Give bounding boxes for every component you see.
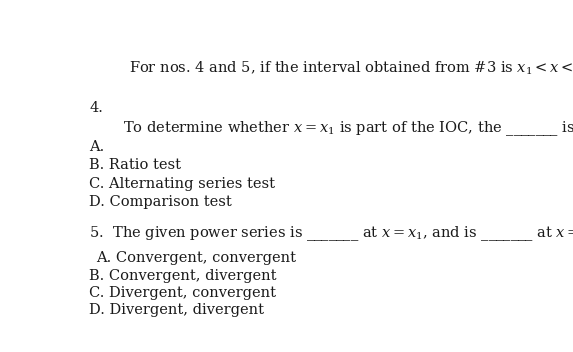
Text: A.: A. — [89, 140, 105, 154]
Text: C. Alternating series test: C. Alternating series test — [89, 177, 276, 191]
Text: C. Divergent, convergent: C. Divergent, convergent — [89, 285, 276, 300]
Text: For nos. 4 and 5, if the interval obtained from #3 is $x_1 < x < x_2$,: For nos. 4 and 5, if the interval obtain… — [129, 60, 573, 77]
Text: To determine whether $x = x_1$ is part of the IOC, the _______ is performed.: To determine whether $x = x_1$ is part o… — [123, 119, 573, 138]
Text: B. Ratio test: B. Ratio test — [89, 158, 182, 172]
Text: 4.: 4. — [89, 101, 103, 114]
Text: D. Comparison test: D. Comparison test — [89, 195, 232, 209]
Text: B. Convergent, divergent: B. Convergent, divergent — [89, 269, 277, 283]
Text: D. Divergent, divergent: D. Divergent, divergent — [89, 303, 264, 317]
Text: A. Convergent, convergent: A. Convergent, convergent — [96, 251, 296, 265]
Text: 5.  The given power series is _______ at $x = x_1$, and is _______ at $x = x_2$.: 5. The given power series is _______ at … — [89, 224, 573, 243]
